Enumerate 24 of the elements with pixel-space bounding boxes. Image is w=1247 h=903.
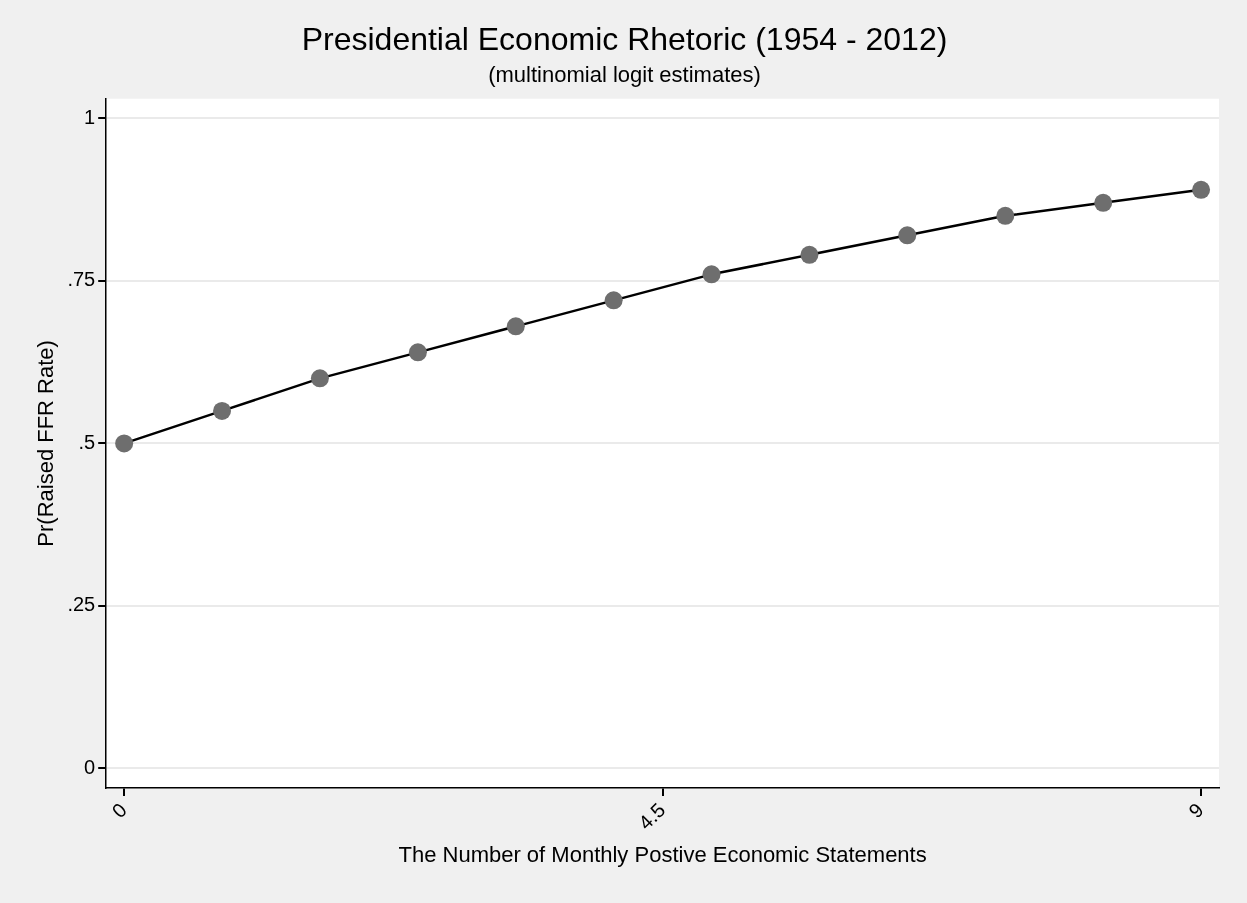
chart-title: Presidential Economic Rhetoric (1954 - 2012) [301, 21, 948, 58]
x-tick-label: 9 [1184, 798, 1208, 823]
point [506, 317, 525, 336]
point [1192, 180, 1211, 199]
point [604, 291, 623, 310]
point [408, 343, 427, 362]
y-tick-label: .25 [67, 593, 96, 616]
point [115, 434, 134, 453]
point [702, 265, 721, 284]
x-axis-title: The Number of Monthly Postive Economic Statements [398, 841, 927, 867]
chart-subtitle: (multinomial logit estimates) [488, 61, 761, 87]
point [213, 401, 232, 420]
point [310, 369, 329, 388]
y-tick-label: 1 [84, 105, 96, 128]
y-tick-label: .75 [67, 268, 96, 291]
x-tick-label: 0 [107, 798, 131, 823]
point [1094, 193, 1113, 212]
y-axis-title: Pr(Raised FFR Rate) [33, 340, 59, 547]
point [996, 206, 1015, 225]
point [800, 245, 819, 264]
y-tick-label: 0 [84, 755, 96, 778]
x-tick-label: 4.5 [634, 798, 670, 834]
point [898, 226, 917, 245]
y-tick-label: .5 [78, 430, 96, 453]
